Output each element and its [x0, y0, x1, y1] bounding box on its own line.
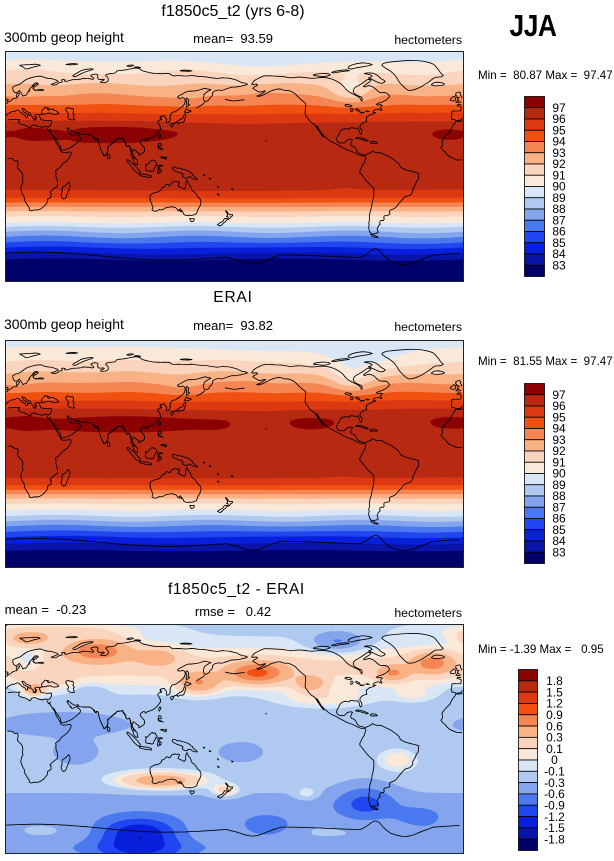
svg-text:94: 94: [552, 135, 566, 149]
svg-text:83: 83: [552, 545, 566, 559]
svg-text:93: 93: [552, 433, 566, 447]
svg-text:88: 88: [552, 489, 566, 503]
svg-text:-1.2: -1.2: [544, 810, 565, 824]
svg-text:83: 83: [552, 258, 566, 272]
svg-text:94: 94: [552, 422, 566, 436]
svg-text:-1.8: -1.8: [544, 832, 565, 846]
svg-text:-0.1: -0.1: [544, 765, 565, 779]
svg-text:1.2: 1.2: [546, 697, 563, 711]
svg-text:92: 92: [552, 444, 566, 458]
svg-text:86: 86: [552, 512, 566, 526]
svg-text:-0.6: -0.6: [544, 787, 565, 801]
svg-text:95: 95: [552, 411, 566, 425]
svg-text:0: 0: [551, 753, 558, 767]
svg-text:89: 89: [552, 191, 566, 205]
svg-text:0.6: 0.6: [546, 719, 563, 733]
svg-text:87: 87: [552, 213, 566, 227]
svg-text:84: 84: [552, 247, 566, 261]
svg-text:86: 86: [552, 225, 566, 239]
svg-text:97: 97: [552, 388, 566, 402]
svg-text:96: 96: [552, 399, 566, 413]
svg-text:96: 96: [552, 112, 566, 126]
svg-text:88: 88: [552, 202, 566, 216]
svg-text:89: 89: [552, 478, 566, 492]
svg-text:1.5: 1.5: [546, 685, 563, 699]
svg-text:95: 95: [552, 124, 566, 138]
svg-text:90: 90: [552, 180, 566, 194]
svg-text:-0.9: -0.9: [544, 798, 565, 812]
svg-text:92: 92: [552, 157, 566, 171]
svg-text:0.1: 0.1: [546, 742, 563, 756]
svg-text:91: 91: [552, 456, 566, 470]
svg-text:91: 91: [552, 169, 566, 183]
svg-text:84: 84: [552, 534, 566, 548]
svg-text:93: 93: [552, 146, 566, 160]
svg-text:-0.3: -0.3: [544, 776, 565, 790]
svg-text:90: 90: [552, 467, 566, 481]
svg-text:87: 87: [552, 500, 566, 514]
svg-text:0.3: 0.3: [546, 731, 563, 745]
svg-text:85: 85: [552, 523, 566, 537]
svg-text:97: 97: [552, 101, 566, 115]
svg-text:85: 85: [552, 236, 566, 250]
svg-text:1.8: 1.8: [546, 674, 563, 688]
svg-text:-1.5: -1.5: [544, 821, 565, 835]
svg-text:0.9: 0.9: [546, 708, 563, 722]
